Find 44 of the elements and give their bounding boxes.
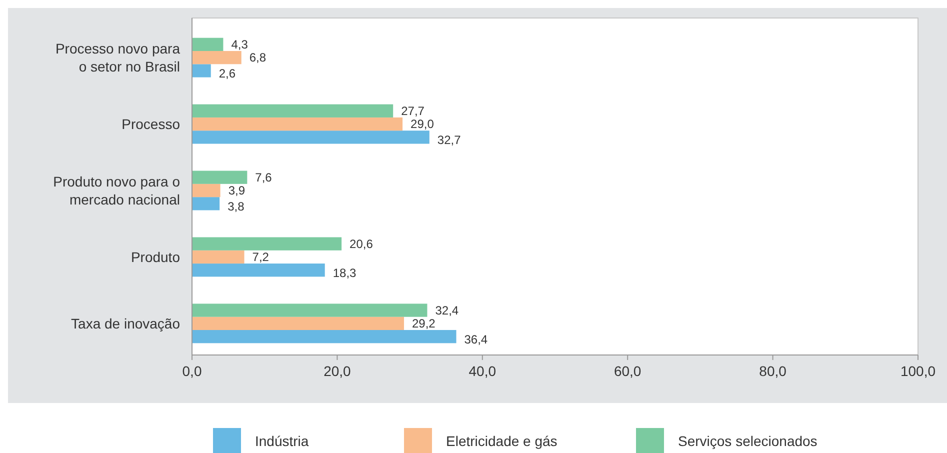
data-label: 18,3 bbox=[332, 266, 357, 280]
x-tick-label: 80,0 bbox=[759, 363, 787, 379]
bar bbox=[192, 38, 224, 51]
y-tick-label: Taxa de inovação bbox=[71, 315, 180, 332]
x-tick-label: 60,0 bbox=[614, 363, 642, 379]
bar bbox=[192, 64, 211, 78]
y-tick-label: Processo novo para o setor no Brasil bbox=[55, 40, 180, 75]
x-tick-label: 100,0 bbox=[900, 363, 936, 379]
data-label: 20,6 bbox=[350, 236, 374, 251]
data-label: 27,7 bbox=[401, 104, 425, 118]
bar bbox=[192, 330, 456, 344]
bar bbox=[192, 117, 403, 131]
data-label: 4,3 bbox=[231, 37, 248, 52]
bar bbox=[192, 184, 220, 198]
bar bbox=[192, 170, 248, 184]
bar bbox=[192, 316, 404, 330]
data-label: 6,8 bbox=[249, 50, 266, 65]
data-label: 29,0 bbox=[410, 117, 434, 132]
bar bbox=[192, 50, 242, 64]
bar bbox=[192, 250, 244, 264]
y-tick-label: Produto novo para o mercado nacional bbox=[53, 174, 180, 208]
data-label: 32,7 bbox=[437, 133, 462, 148]
legend-label: Indústria bbox=[255, 433, 309, 449]
x-tick-label: 0,0 bbox=[182, 363, 202, 379]
data-label: 7,2 bbox=[252, 250, 270, 264]
data-label: 3,8 bbox=[228, 200, 245, 214]
bar bbox=[192, 130, 430, 144]
data-label: 2,6 bbox=[218, 66, 236, 81]
legend-label: Eletricidade e gás bbox=[446, 433, 558, 449]
bar bbox=[192, 304, 428, 317]
x-tick-label: 40,0 bbox=[468, 363, 496, 379]
x-tick-label: 20,0 bbox=[324, 363, 352, 379]
data-label: 29,2 bbox=[412, 316, 436, 330]
y-tick-label: Produto bbox=[130, 248, 180, 265]
legend-label: Serviços selecionados bbox=[678, 433, 818, 449]
y-tick-label: Processo bbox=[122, 116, 180, 132]
data-label: 3,9 bbox=[228, 184, 246, 198]
data-label: 7,6 bbox=[255, 170, 272, 184]
bar bbox=[192, 237, 342, 250]
bar bbox=[192, 264, 325, 277]
data-label: 36,4 bbox=[464, 332, 488, 347]
bar bbox=[192, 197, 220, 210]
bar bbox=[192, 104, 394, 118]
data-label: 32,4 bbox=[435, 303, 459, 318]
